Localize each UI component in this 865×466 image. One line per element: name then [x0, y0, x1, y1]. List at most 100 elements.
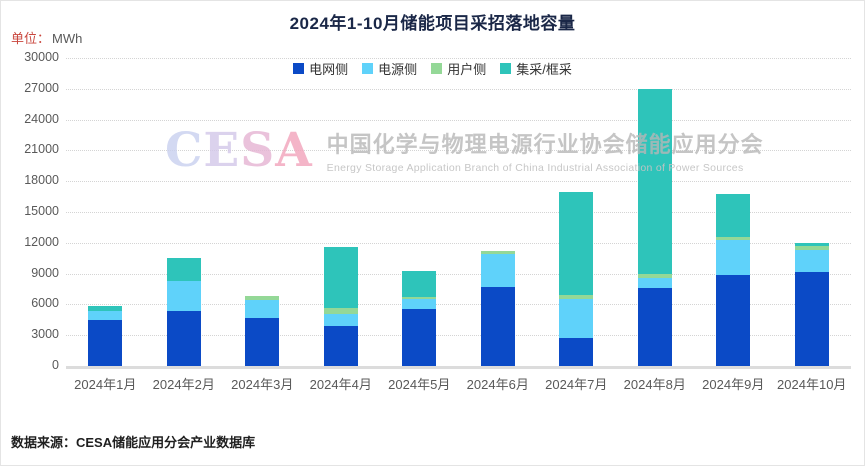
bar-segment [166, 258, 201, 281]
stacked-bar [166, 258, 201, 366]
legend-swatch [500, 63, 512, 74]
gridlines [66, 58, 851, 366]
bar-segment [166, 310, 201, 366]
gridline [66, 150, 851, 152]
x-axis: 2024年1月 2024年2月 2024年3月 2024年4月 2024年5月 2024年… [66, 374, 851, 393]
stacked-bar [88, 306, 123, 366]
bar-slot [66, 58, 145, 366]
legend: 电网侧 电源侧 用户侧 集采/框采 [1, 59, 864, 78]
bar-segment [323, 313, 358, 327]
data-source: 数据来源：CESA储能应用分会产业数据库 [11, 435, 256, 450]
gridline [66, 212, 851, 213]
gridline [66, 119, 851, 121]
bar-segment [402, 270, 437, 298]
bar-slot [616, 58, 695, 366]
y-axis-label: 15000 [24, 204, 59, 218]
stacked-bar [480, 251, 515, 366]
x-axis-label: 2024年7月 [545, 377, 608, 392]
legend-item: 电源侧 [362, 59, 417, 78]
bar-segment [794, 250, 829, 272]
y-axis-label: 21000 [24, 142, 59, 157]
x-axis-label: 2024年5月 [388, 377, 451, 392]
x-axis-label: 2024年2月 [152, 377, 215, 392]
bar-segment [637, 273, 672, 279]
bar-segment [480, 254, 515, 287]
chart-title: 2024年1-10月储能项目采招落地容量 [289, 14, 576, 33]
x-axis-label: 2024年3月 [231, 377, 294, 392]
gridline [66, 88, 851, 90]
bar-segment [794, 242, 829, 246]
gridline [66, 273, 851, 275]
y-axis-label: 30000 [24, 50, 59, 64]
y-axis-label: 6000 [31, 296, 59, 311]
plot-area [66, 58, 851, 369]
x-axis-label: 2024年9月 [702, 377, 765, 392]
legend-swatch [293, 63, 305, 74]
bar-slot [302, 58, 381, 366]
bar-slot [694, 58, 773, 366]
legend-label: 用户侧 [447, 62, 487, 77]
y-axis-label: 0 [52, 358, 59, 372]
bar-segment [402, 299, 437, 309]
x-axis-label: 2024年1月 [74, 377, 137, 392]
gridline [66, 242, 851, 244]
y-axis-label: 3000 [31, 327, 59, 342]
bar-series [66, 58, 851, 366]
bar-segment [88, 306, 123, 311]
bar-slot [145, 58, 224, 366]
gridline [66, 304, 851, 306]
bar-segment [323, 308, 358, 314]
stacked-bar [794, 242, 829, 366]
bar-segment [637, 287, 672, 366]
stacked-bar [637, 88, 672, 366]
legend-item: 电网侧 [293, 59, 348, 78]
stacked-bar [245, 296, 280, 366]
bar-segment [716, 193, 751, 237]
unit-label: 单位： [11, 31, 51, 46]
bar-segment [716, 239, 751, 275]
legend-label: 集采/框采 [516, 62, 572, 77]
bar-segment [245, 296, 280, 301]
legend-item: 集采/框采 [500, 59, 572, 78]
bar-segment [794, 271, 829, 366]
x-axis-label: 2024年8月 [623, 377, 686, 392]
bar-segment [323, 326, 358, 366]
bar-segment [245, 300, 280, 319]
stacked-bar [559, 191, 594, 366]
bar-segment [637, 278, 672, 288]
bar-segment [716, 236, 751, 240]
bar-segment [559, 295, 594, 299]
gridline [66, 181, 851, 183]
bar-segment [716, 274, 751, 366]
bar-segment [559, 298, 594, 339]
legend-swatch [362, 63, 374, 74]
bar-segment [794, 245, 829, 250]
x-axis-label: 2024年4月 [309, 377, 372, 392]
gridline [66, 335, 851, 337]
bar-segment [637, 88, 672, 274]
y-axis-label: 27000 [24, 80, 59, 95]
stacked-bar [716, 193, 751, 366]
gridline [66, 58, 851, 59]
bar-segment [245, 318, 280, 366]
unit-label-group: 单位： MWh [11, 28, 82, 47]
bar-segment [166, 280, 201, 311]
unit-value: MWh [52, 31, 83, 46]
legend-label: 电源侧 [378, 62, 418, 77]
x-axis-label: 2024年6月 [466, 377, 529, 392]
x-axis-label: 2024年10月 [777, 377, 847, 392]
bar-segment [480, 286, 515, 366]
bar-segment [323, 247, 358, 309]
bar-slot [380, 58, 459, 366]
bar-segment [559, 338, 594, 366]
y-axis-label: 12000 [24, 234, 59, 249]
bar-slot [223, 58, 302, 366]
legend-swatch [431, 63, 443, 74]
y-axis-label: 9000 [31, 265, 59, 280]
bar-segment [88, 319, 123, 366]
y-axis-label: 18000 [24, 173, 59, 188]
stacked-bar [402, 270, 437, 366]
bar-segment [402, 308, 437, 366]
bar-segment [480, 251, 515, 255]
